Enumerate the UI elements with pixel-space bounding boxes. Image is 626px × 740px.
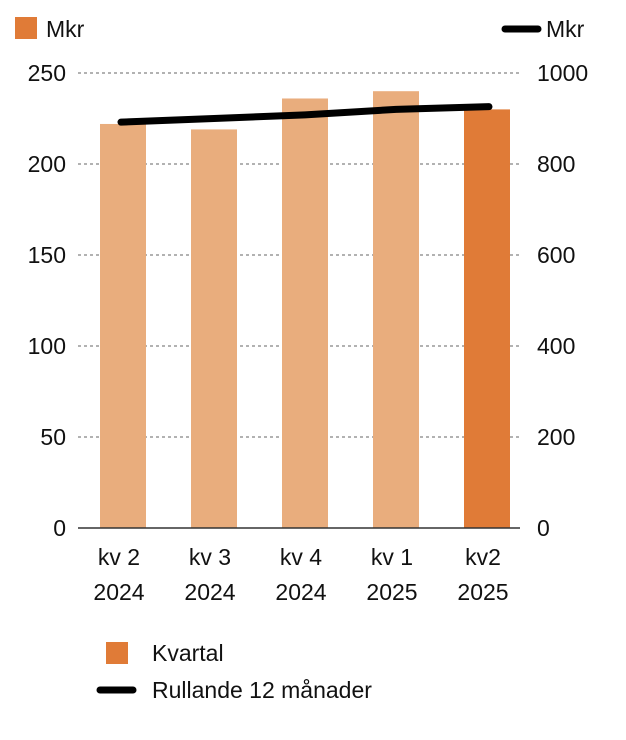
left-unit-swatch: [15, 17, 37, 39]
category-label: kv 3: [189, 544, 231, 570]
left-unit-label: Mkr: [46, 16, 85, 42]
left-tick-label: 100: [28, 333, 66, 359]
left-tick-label: 0: [53, 515, 66, 541]
bar: [464, 109, 510, 529]
bar-series: [100, 91, 510, 529]
category-label: kv 1: [371, 544, 413, 570]
left-tick-label: 250: [28, 60, 66, 86]
category-year-label: 2025: [457, 579, 508, 605]
category-year-label: 2025: [366, 579, 417, 605]
bar: [191, 129, 237, 529]
category-labels: kv 2 2024 kv 3 2024 kv 4 2024 kv 1 2025 kv2 2025: [93, 544, 508, 605]
right-tick-label: 400: [537, 333, 575, 359]
right-tick-label: 800: [537, 151, 575, 177]
rolling-line: [117, 103, 493, 126]
legend-label-kvartal: Kvartal: [152, 640, 224, 666]
category-label: kv 2: [98, 544, 140, 570]
bar: [282, 98, 328, 528]
category-label: kv 4: [280, 544, 322, 570]
category-year-label: 2024: [184, 579, 235, 605]
left-tick-label: 150: [28, 242, 66, 268]
right-axis-ticks: 0 200 400 600 800 1000: [537, 60, 588, 541]
gridlines: [78, 72, 520, 438]
left-tick-label: 50: [40, 424, 66, 450]
legend-swatch-kvartal: [106, 642, 128, 664]
right-tick-label: 600: [537, 242, 575, 268]
legend-label-rullande: Rullande 12 månader: [152, 677, 372, 703]
right-tick-label: 200: [537, 424, 575, 450]
right-unit-label: Mkr: [546, 16, 585, 42]
bar: [100, 123, 146, 529]
right-tick-label: 0: [537, 515, 550, 541]
category-label: kv2: [465, 544, 501, 570]
left-axis-ticks: 0 50 100 150 200 250: [28, 60, 66, 541]
category-year-label: 2024: [93, 579, 144, 605]
category-year-label: 2024: [275, 579, 326, 605]
right-tick-label: 1000: [537, 60, 588, 86]
left-tick-label: 200: [28, 151, 66, 177]
bar: [373, 91, 419, 528]
